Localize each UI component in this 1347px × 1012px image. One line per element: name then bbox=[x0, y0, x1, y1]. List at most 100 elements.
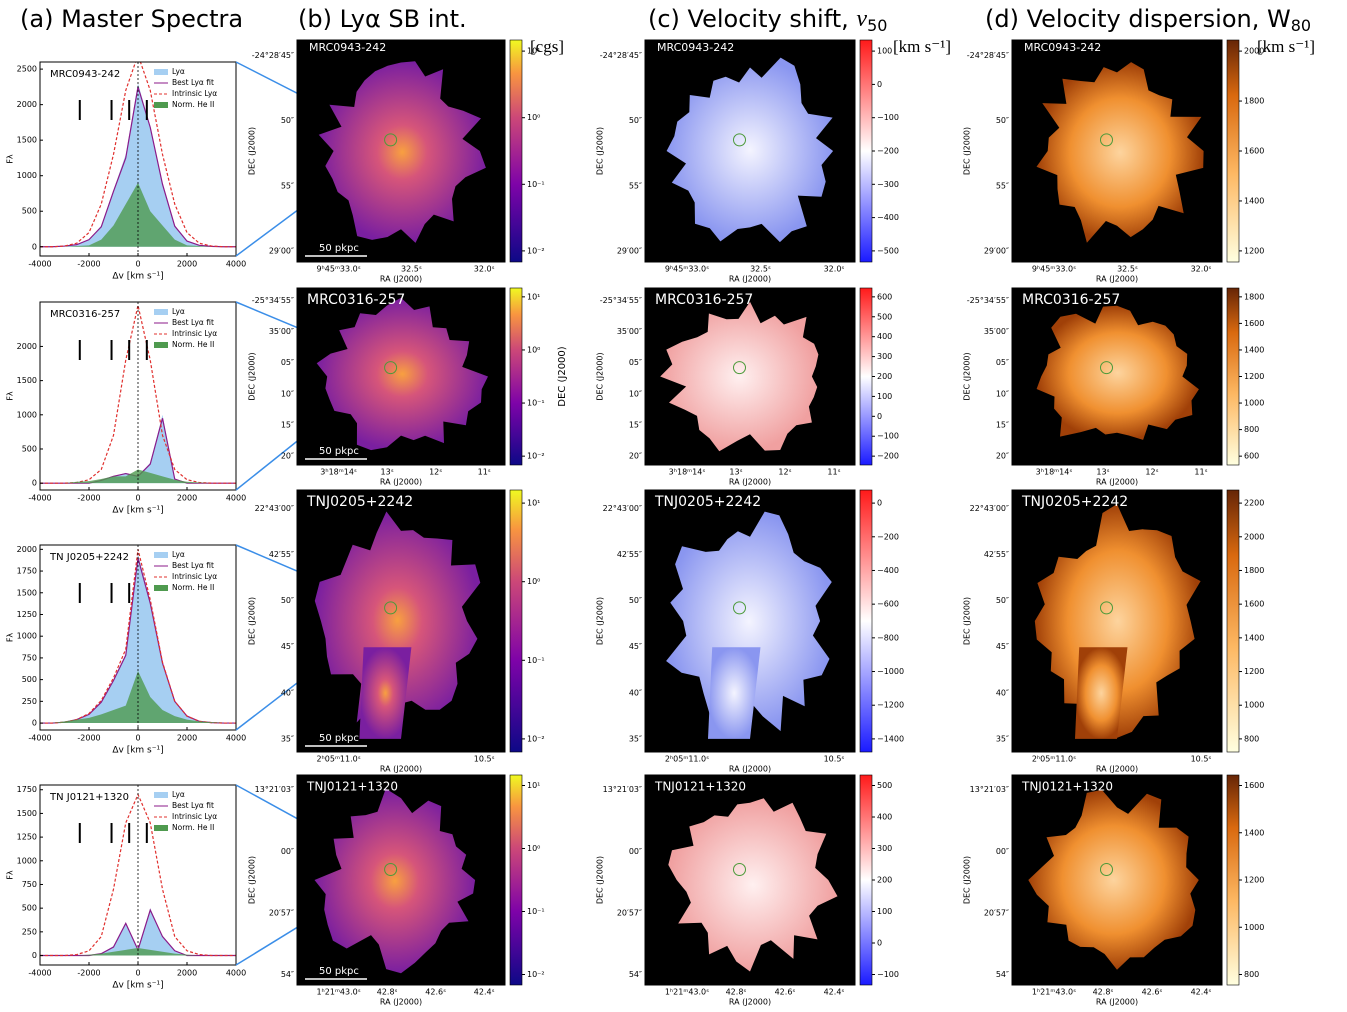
x-tick-label: -2000 bbox=[77, 260, 100, 269]
y-tick-label: 13°21′03″ bbox=[255, 785, 294, 794]
colorbar-label: 0 bbox=[877, 499, 882, 508]
map-name: TNJ0205+2242 bbox=[306, 494, 413, 510]
y-tick-label: 00″ bbox=[996, 847, 1009, 856]
y-tick-label: 29′00″ bbox=[984, 246, 1009, 255]
x-tick-label: 1ʰ21ᵐ43.0ˢ bbox=[665, 988, 709, 997]
y-tick-label: 40″ bbox=[629, 688, 642, 697]
y-axis-label: DEC (J2000) bbox=[248, 127, 257, 175]
x-axis-label: RA (J2000) bbox=[729, 765, 771, 774]
colorbar-label: 10⁻¹ bbox=[527, 180, 545, 189]
x-tick-label: -2000 bbox=[77, 494, 100, 503]
colorbar-label: 100 bbox=[877, 47, 892, 56]
y-axis-label: DEC (J2000) bbox=[248, 597, 257, 645]
colorbar-label: 10⁻² bbox=[527, 246, 545, 255]
colorbar-label: 800 bbox=[1244, 734, 1259, 743]
colorbar-label: 10⁻² bbox=[527, 734, 545, 743]
x-tick-label: 12ˢ bbox=[429, 468, 442, 477]
map-name: MRC0943-242 bbox=[1024, 41, 1101, 54]
colorbar-label: 1800 bbox=[1244, 97, 1264, 106]
x-tick-label: 42.4ˢ bbox=[824, 988, 845, 997]
y-tick-label: 55″ bbox=[996, 181, 1009, 190]
x-tick-label: 42.6ˢ bbox=[775, 988, 796, 997]
y-tick-label: 1000 bbox=[17, 632, 37, 641]
colorbar bbox=[510, 40, 522, 262]
colorbar-label: −200 bbox=[877, 452, 899, 461]
legend-label: Intrinsic Lyα bbox=[172, 812, 217, 821]
y-tick-label: 22°43′00″ bbox=[255, 504, 294, 513]
scale-label: 50 pkpc bbox=[319, 966, 359, 977]
legend-label: Intrinsic Lyα bbox=[172, 89, 217, 98]
legend-label: Lyα bbox=[172, 307, 185, 316]
colorbar-label: 1600 bbox=[1244, 147, 1264, 156]
x-tick-label: 0 bbox=[135, 260, 140, 269]
y-tick-label: -25°34′55″ bbox=[600, 296, 642, 305]
x-tick-label: 0 bbox=[135, 969, 140, 978]
y-tick-label: 15″ bbox=[629, 420, 642, 429]
colorbar bbox=[860, 490, 872, 752]
y-tick-label: 2000 bbox=[17, 342, 37, 351]
legend-label: Norm. He II bbox=[172, 340, 214, 349]
x-axis-label: RA (J2000) bbox=[380, 998, 422, 1007]
colorbar-label: 800 bbox=[1244, 970, 1259, 979]
y-tick-label: 22°43′00″ bbox=[970, 504, 1009, 513]
y-tick-label: 0 bbox=[32, 242, 37, 251]
x-tick-label: 32.5ˢ bbox=[750, 265, 771, 274]
legend-label: Best Lyα fit bbox=[172, 561, 214, 570]
legend-swatch bbox=[154, 309, 168, 315]
colorbar-label: 10⁻¹ bbox=[527, 656, 545, 665]
colorbar-label: 1800 bbox=[1244, 566, 1264, 575]
x-tick-label: 9ʰ45ᵐ33.0ˢ bbox=[1032, 265, 1076, 274]
legend-label: Intrinsic Lyα bbox=[172, 329, 217, 338]
colorbar-label: −1200 bbox=[877, 701, 904, 710]
legend-swatch bbox=[154, 69, 168, 75]
map-name: TNJ0121+1320 bbox=[1021, 780, 1113, 794]
colorbar-label: 10¹ bbox=[527, 47, 540, 56]
colorbar-label: −400 bbox=[877, 213, 899, 222]
y-tick-label: 0 bbox=[32, 479, 37, 488]
title-text: (c) Velocity shift, bbox=[648, 5, 856, 33]
x-tick-label: 0 bbox=[135, 734, 140, 743]
y-tick-label: 35′00″ bbox=[269, 327, 294, 336]
colorbar-label: 0 bbox=[877, 939, 882, 948]
colorbar-label: 1600 bbox=[1244, 781, 1264, 790]
x-tick-label: 42.6ˢ bbox=[425, 988, 446, 997]
colorbar-label: 10⁻¹ bbox=[527, 907, 545, 916]
x-axis-label: RA (J2000) bbox=[380, 275, 422, 284]
x-axis-label: RA (J2000) bbox=[729, 275, 771, 284]
x-tick-label: 2ʰ05ᵐ11.0ˢ bbox=[1032, 755, 1076, 764]
colorbar-label: 600 bbox=[877, 292, 892, 301]
x-tick-label: -2000 bbox=[77, 969, 100, 978]
y-tick-label: 05″ bbox=[996, 358, 1009, 367]
colorbar bbox=[510, 490, 522, 752]
x-axis-label: Δv [km s⁻¹] bbox=[112, 272, 163, 282]
y-tick-label: 55″ bbox=[281, 181, 294, 190]
colorbar-label: 1000 bbox=[1244, 701, 1264, 710]
colorbar-label: 10¹ bbox=[527, 781, 540, 790]
y-tick-label: 1500 bbox=[17, 809, 37, 818]
y-tick-label: 1500 bbox=[17, 376, 37, 385]
legend-label: Lyα bbox=[172, 790, 185, 799]
x-tick-label: 2000 bbox=[177, 260, 197, 269]
y-tick-label: 40″ bbox=[996, 688, 1009, 697]
colorbar-label: 10⁰ bbox=[527, 345, 540, 354]
y-tick-label: 500 bbox=[22, 675, 37, 684]
y-tick-label: 35′00″ bbox=[984, 327, 1009, 336]
y-tick-label: 2000 bbox=[17, 545, 37, 554]
map-name: TNJ0205+2242 bbox=[654, 494, 761, 510]
y-tick-label: 1750 bbox=[17, 567, 37, 576]
y-tick-label: 42′55″ bbox=[617, 550, 642, 559]
y-tick-label: 22°43′00″ bbox=[603, 504, 642, 513]
colorbar-label: 100 bbox=[877, 907, 892, 916]
spectrum-name: TN J0121+1320 bbox=[49, 792, 129, 803]
y-tick-label: 42′55″ bbox=[269, 550, 294, 559]
legend-label: Best Lyα fit bbox=[172, 801, 214, 810]
y-tick-label: -24°28′45″ bbox=[600, 51, 642, 60]
map-name: MRC0316-257 bbox=[1022, 292, 1120, 308]
x-axis-label: RA (J2000) bbox=[1096, 275, 1138, 284]
colorbar bbox=[510, 288, 522, 465]
x-tick-label: 1ʰ21ᵐ43.0ˢ bbox=[1032, 988, 1076, 997]
colorbar-label: −800 bbox=[877, 633, 899, 642]
y-tick-label: 250 bbox=[22, 697, 37, 706]
colorbar-label: −300 bbox=[877, 180, 899, 189]
y-tick-label: 2500 bbox=[17, 65, 37, 74]
